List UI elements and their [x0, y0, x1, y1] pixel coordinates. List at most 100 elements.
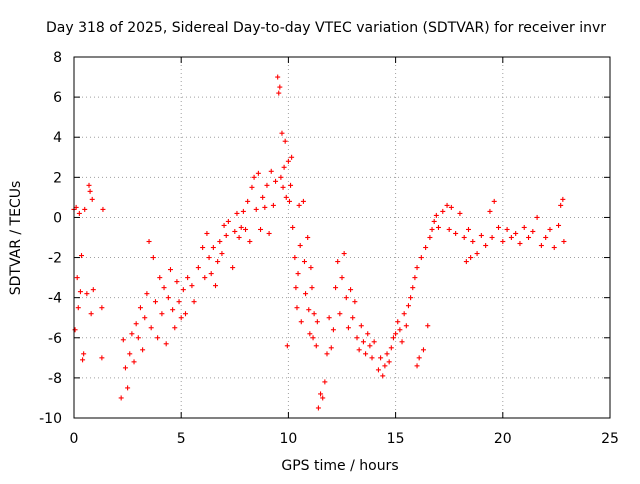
data-point	[118, 395, 124, 401]
data-point	[300, 198, 306, 204]
data-point	[243, 226, 249, 232]
data-point	[380, 373, 386, 379]
data-point	[253, 206, 259, 212]
data-point	[148, 325, 154, 331]
data-point	[79, 253, 85, 259]
data-point	[517, 241, 523, 247]
data-point	[159, 311, 165, 317]
data-point	[264, 182, 270, 188]
data-point	[326, 315, 332, 321]
data-point	[195, 265, 201, 271]
data-point	[90, 287, 96, 293]
data-point	[176, 299, 182, 305]
data-point	[276, 90, 282, 96]
data-point	[288, 182, 294, 188]
y-tick-label: -6	[48, 331, 62, 347]
data-point	[412, 275, 418, 281]
data-point	[314, 319, 320, 325]
data-point	[140, 347, 146, 353]
data-point	[178, 315, 184, 321]
data-point	[273, 178, 279, 184]
x-tick-label: 25	[601, 431, 619, 447]
data-point	[508, 235, 514, 240]
data-point	[390, 335, 396, 341]
x-axis-label: GPS time / hours	[281, 458, 398, 474]
data-point	[278, 174, 284, 180]
data-point	[303, 291, 309, 297]
data-point	[405, 303, 411, 309]
data-point	[337, 311, 343, 317]
data-point	[453, 230, 459, 236]
data-point	[333, 285, 339, 291]
data-point	[81, 351, 87, 357]
data-point	[120, 337, 126, 343]
data-point	[129, 331, 135, 337]
y-tick-label: 6	[53, 90, 62, 106]
data-point	[255, 170, 261, 176]
data-point	[213, 283, 219, 289]
data-point	[504, 226, 510, 232]
data-point	[399, 339, 405, 345]
data-point	[339, 275, 345, 281]
data-point	[167, 267, 173, 273]
data-point	[266, 230, 272, 236]
data-point	[341, 251, 347, 257]
data-point	[180, 287, 186, 293]
data-point	[232, 228, 238, 234]
data-point	[208, 271, 214, 277]
data-point	[408, 295, 414, 301]
data-point	[448, 204, 454, 210]
data-point	[530, 228, 536, 234]
data-point	[420, 347, 426, 353]
data-point	[384, 351, 390, 357]
data-point	[262, 204, 268, 210]
data-point	[423, 245, 429, 251]
data-point	[82, 206, 88, 212]
data-point	[306, 307, 312, 313]
data-point	[249, 184, 255, 190]
data-point	[328, 345, 334, 351]
data-point	[307, 331, 313, 337]
data-point	[429, 226, 435, 232]
data-point	[388, 345, 394, 351]
data-point	[234, 210, 240, 216]
data-point	[99, 305, 105, 311]
data-point	[100, 206, 106, 212]
data-point	[470, 239, 476, 245]
data-point	[358, 323, 364, 329]
data-point	[157, 275, 163, 281]
data-point	[137, 305, 143, 311]
data-point	[330, 327, 336, 333]
data-point	[277, 84, 283, 90]
data-point	[221, 222, 227, 228]
data-point	[558, 202, 564, 208]
data-point	[365, 331, 371, 337]
data-point	[238, 224, 244, 230]
data-point	[99, 355, 105, 361]
data-point	[538, 243, 544, 249]
data-point	[551, 245, 557, 251]
data-point	[446, 226, 452, 232]
y-tick-label: 4	[53, 130, 62, 146]
data-point	[146, 239, 152, 245]
data-point	[286, 198, 292, 204]
x-tick-label: 15	[387, 431, 405, 447]
grid-layer	[74, 57, 610, 418]
data-point	[474, 251, 480, 257]
data-point	[322, 379, 328, 385]
data-point	[189, 283, 195, 289]
data-point	[285, 158, 291, 164]
y-axis-label: SDTVAR / TECUs	[8, 181, 24, 296]
data-point	[416, 355, 422, 361]
data-point	[410, 285, 416, 291]
data-point	[348, 287, 354, 293]
data-point	[170, 307, 176, 313]
data-point	[86, 182, 92, 188]
data-point	[418, 255, 424, 261]
data-point	[401, 311, 407, 317]
data-point	[185, 275, 191, 281]
data-point	[206, 255, 212, 261]
data-point	[375, 367, 381, 373]
